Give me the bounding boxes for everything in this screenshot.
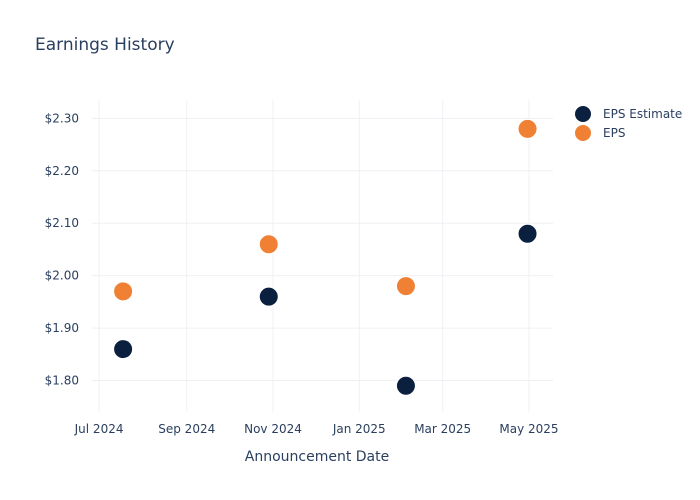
- x-tick-label: Jul 2024: [74, 422, 124, 436]
- eps-point[interactable]: [395, 276, 416, 297]
- legend-label[interactable]: EPS Estimate: [603, 107, 682, 121]
- point-layer: [113, 118, 538, 396]
- grid-layer: [92, 100, 553, 412]
- x-tick-label: Nov 2024: [244, 422, 302, 436]
- legend-marker[interactable]: [575, 106, 591, 122]
- eps-estimate-point[interactable]: [258, 286, 279, 307]
- chart-title: Earnings History: [35, 35, 175, 55]
- eps-point[interactable]: [517, 118, 538, 139]
- legend-label[interactable]: EPS: [603, 126, 625, 140]
- y-tick-label: $1.80: [45, 374, 79, 388]
- eps-point[interactable]: [258, 234, 279, 255]
- eps-estimate-point[interactable]: [517, 223, 538, 244]
- x-tick-label: Jan 2025: [332, 422, 386, 436]
- legend: EPS Estimate EPS: [575, 106, 682, 141]
- x-tick-label: May 2025: [499, 422, 558, 436]
- y-tick-label: $2.30: [45, 111, 79, 125]
- x-axis-title: Announcement Date: [245, 449, 389, 465]
- y-tick-label: $2.10: [45, 216, 79, 230]
- eps-point[interactable]: [113, 281, 134, 302]
- y-tick-label: $2.20: [45, 164, 79, 178]
- tick-layer: Jul 2024 Sep 2024 Nov 2024 Jan 2025 Mar 2025…: [45, 111, 559, 436]
- legend-marker[interactable]: [575, 125, 591, 141]
- eps-estimate-point[interactable]: [395, 375, 416, 396]
- x-tick-label: Mar 2025: [414, 422, 471, 436]
- x-tick-label: Sep 2024: [158, 422, 215, 436]
- eps-estimate-point[interactable]: [113, 339, 134, 360]
- y-tick-label: $2.00: [45, 269, 79, 283]
- y-tick-label: $1.90: [45, 321, 79, 335]
